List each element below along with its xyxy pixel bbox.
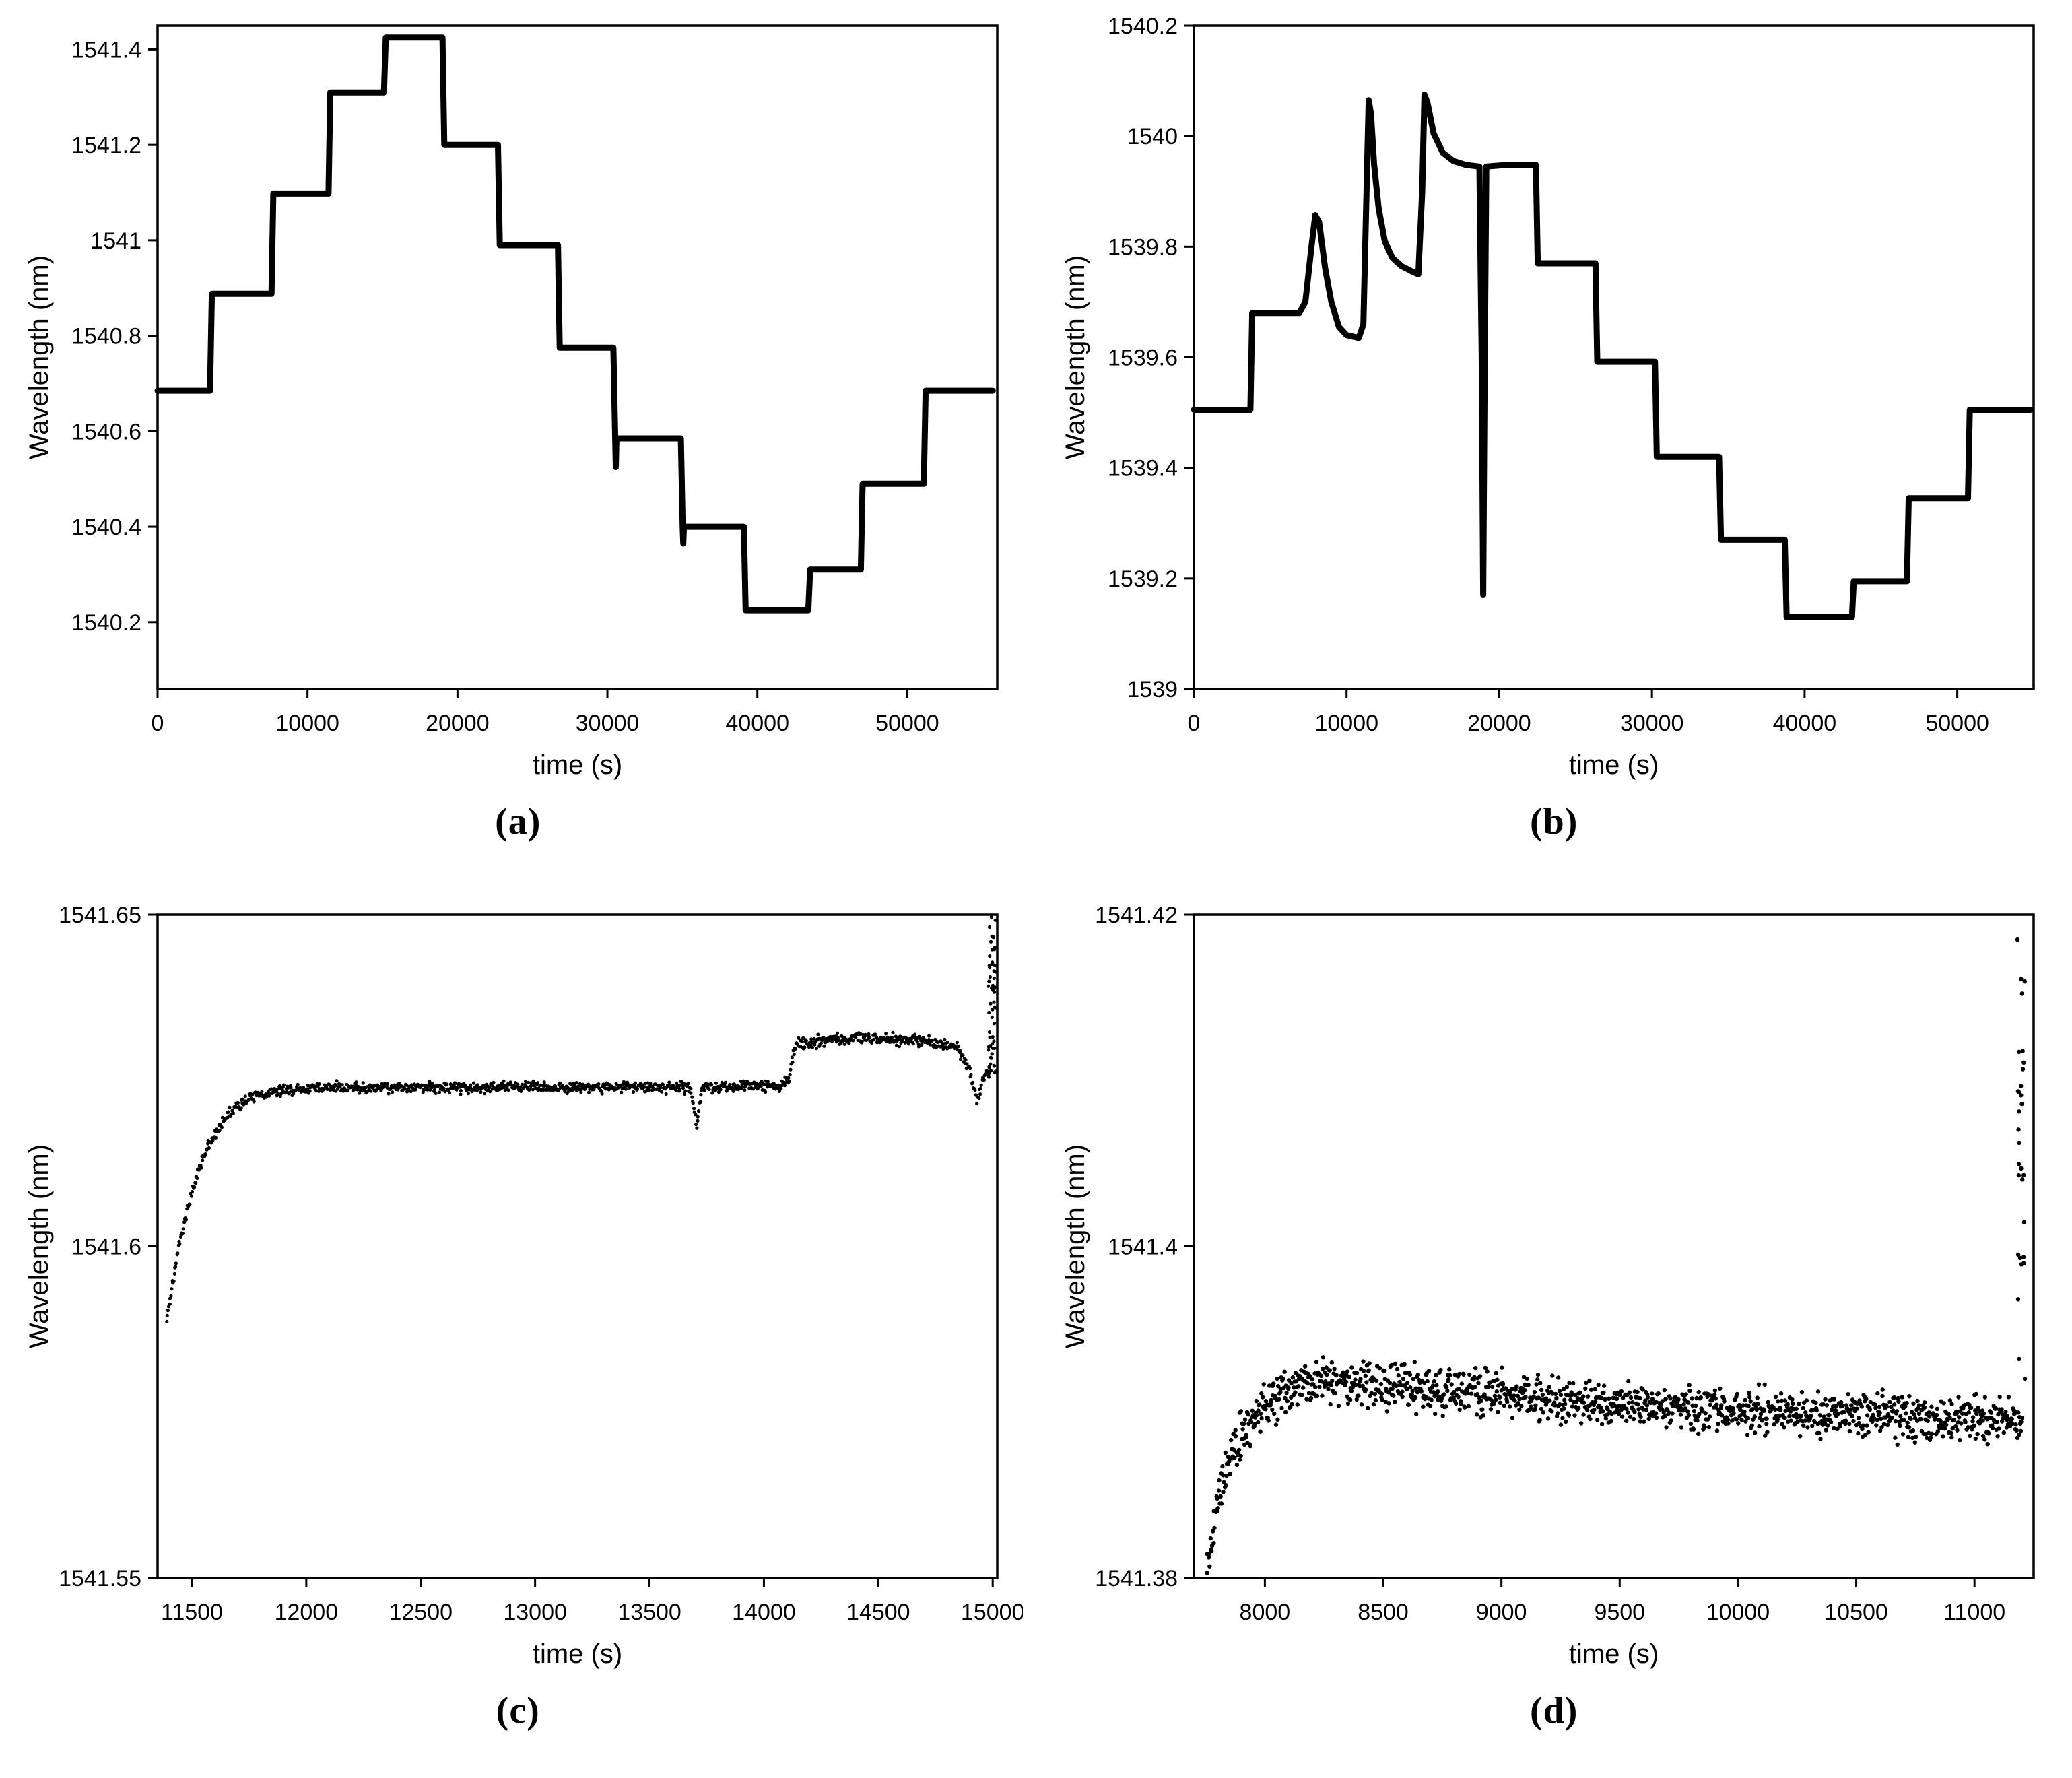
- svg-text:1539.6: 1539.6: [1108, 345, 1178, 371]
- svg-text:11000: 11000: [1943, 1600, 2005, 1625]
- svg-text:1540: 1540: [1127, 124, 1178, 150]
- svg-text:20000: 20000: [426, 711, 490, 736]
- panel-d: 8000 8500 9000 9500 10000 10500 11000 1541.38 15…: [1036, 889, 2072, 1778]
- chart-a-wavelength-vs-time: 0 10000 20000 30000 40000 50000 1540.2 1540.4 15…: [24, 24, 999, 780]
- svg-text:1539.8: 1539.8: [1108, 234, 1178, 260]
- chart-b-wavelength-vs-time: 0 10000 20000 30000 40000 50000 1539 1539.2 1539…: [1061, 13, 2035, 780]
- chart-d-wavelength-vs-time: 8000 8500 9000 9500 10000 10500 11000 1541.38 15…: [1061, 902, 2035, 1669]
- svg-text:1541.55: 1541.55: [59, 1566, 141, 1591]
- svg-text:10500: 10500: [1824, 1600, 1888, 1625]
- svg-text:20000: 20000: [1467, 711, 1531, 736]
- svg-text:1539.2: 1539.2: [1108, 566, 1178, 592]
- svg-text:10000: 10000: [276, 711, 340, 736]
- svg-text:1541.4: 1541.4: [71, 37, 141, 63]
- svg-text:1541.2: 1541.2: [71, 133, 141, 158]
- svg-text:30000: 30000: [1620, 711, 1684, 736]
- svg-text:1541.38: 1541.38: [1095, 1566, 1178, 1591]
- svg-text:1541.42: 1541.42: [1095, 902, 1178, 928]
- svg-text:Wavelength (nm): Wavelength (nm): [1061, 1144, 1090, 1348]
- svg-text:Wavelength (nm): Wavelength (nm): [24, 1144, 54, 1348]
- panel-label-b: (b): [1530, 801, 1578, 843]
- svg-text:time (s): time (s): [1569, 1639, 1659, 1669]
- svg-text:30000: 30000: [576, 711, 640, 736]
- svg-text:time (s): time (s): [533, 750, 622, 780]
- svg-text:1541.4: 1541.4: [1108, 1234, 1178, 1260]
- svg-text:15000: 15000: [961, 1600, 1023, 1625]
- svg-text:Wavelength (nm): Wavelength (nm): [24, 255, 54, 459]
- svg-text:time (s): time (s): [1569, 750, 1659, 780]
- svg-text:1540.4: 1540.4: [71, 515, 141, 540]
- chart-c-wavelength-vs-time: 11500 12000 12500 13000 13500 14000 14500 15000…: [24, 902, 1023, 1669]
- svg-text:8000: 8000: [1239, 1600, 1290, 1625]
- svg-text:0: 0: [152, 711, 164, 736]
- svg-text:0: 0: [1187, 711, 1200, 736]
- panel-label-d: (d): [1530, 1690, 1578, 1732]
- panel-label-a: (a): [495, 801, 541, 843]
- panel-a: 0 10000 20000 30000 40000 50000 1540.2 1540.4 15…: [0, 0, 1036, 889]
- svg-text:14000: 14000: [732, 1600, 796, 1625]
- svg-text:1541: 1541: [91, 228, 142, 254]
- svg-text:14500: 14500: [846, 1600, 910, 1625]
- svg-text:Wavelength (nm): Wavelength (nm): [1061, 255, 1090, 459]
- panel-label-c: (c): [496, 1690, 540, 1732]
- svg-text:50000: 50000: [1925, 711, 1989, 736]
- svg-text:9000: 9000: [1476, 1600, 1527, 1625]
- panel-c: 11500 12000 12500 13000 13500 14000 14500 15000…: [0, 889, 1036, 1778]
- svg-text:1540.2: 1540.2: [71, 610, 141, 636]
- svg-text:1539: 1539: [1127, 677, 1178, 702]
- svg-text:1541.6: 1541.6: [71, 1234, 141, 1260]
- svg-text:1540.8: 1540.8: [71, 324, 141, 350]
- svg-text:12000: 12000: [275, 1600, 339, 1625]
- svg-text:1540.6: 1540.6: [71, 419, 141, 444]
- svg-text:time (s): time (s): [533, 1639, 622, 1669]
- svg-text:9500: 9500: [1594, 1600, 1645, 1625]
- svg-text:13000: 13000: [504, 1600, 568, 1625]
- svg-text:40000: 40000: [1772, 711, 1836, 736]
- svg-text:12500: 12500: [389, 1600, 453, 1625]
- svg-text:1540.2: 1540.2: [1108, 13, 1178, 39]
- svg-text:10000: 10000: [1706, 1600, 1770, 1625]
- svg-text:10000: 10000: [1314, 711, 1378, 736]
- svg-text:1541.65: 1541.65: [59, 902, 141, 928]
- svg-text:50000: 50000: [875, 711, 939, 736]
- svg-text:8500: 8500: [1358, 1600, 1409, 1625]
- svg-text:1539.4: 1539.4: [1108, 456, 1178, 482]
- svg-text:13500: 13500: [618, 1600, 682, 1625]
- svg-text:11500: 11500: [161, 1600, 223, 1625]
- svg-text:40000: 40000: [726, 711, 790, 736]
- panel-b: 0 10000 20000 30000 40000 50000 1539 1539.2 1539…: [1036, 0, 2072, 889]
